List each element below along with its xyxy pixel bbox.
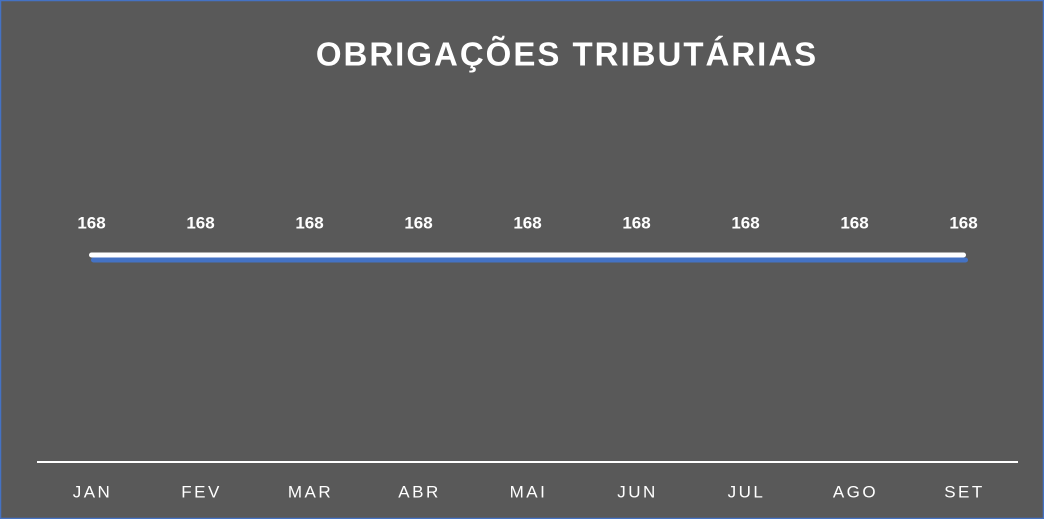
data-label: 168 (949, 214, 977, 233)
data-label: 168 (840, 214, 868, 233)
chart-title: OBRIGAÇÕES TRIBUTÁRIAS (316, 36, 818, 73)
data-label: 168 (404, 214, 432, 233)
data-label: 168 (731, 214, 759, 233)
x-tick-label: JAN (73, 482, 113, 501)
x-tick-label: JUL (728, 482, 766, 501)
x-tick-label: MAI (510, 482, 548, 501)
data-label: 168 (513, 214, 541, 233)
x-tick-label: ABR (398, 482, 440, 501)
data-label: 168 (622, 214, 650, 233)
x-tick-label: SET (944, 482, 985, 501)
x-tick-label: JUN (617, 482, 658, 501)
data-label: 168 (77, 214, 105, 233)
x-tick-label: MAR (288, 482, 333, 501)
x-tick-label: FEV (181, 482, 222, 501)
data-label: 168 (295, 214, 323, 233)
data-label: 168 (186, 214, 214, 233)
x-tick-label: AGO (833, 482, 878, 501)
